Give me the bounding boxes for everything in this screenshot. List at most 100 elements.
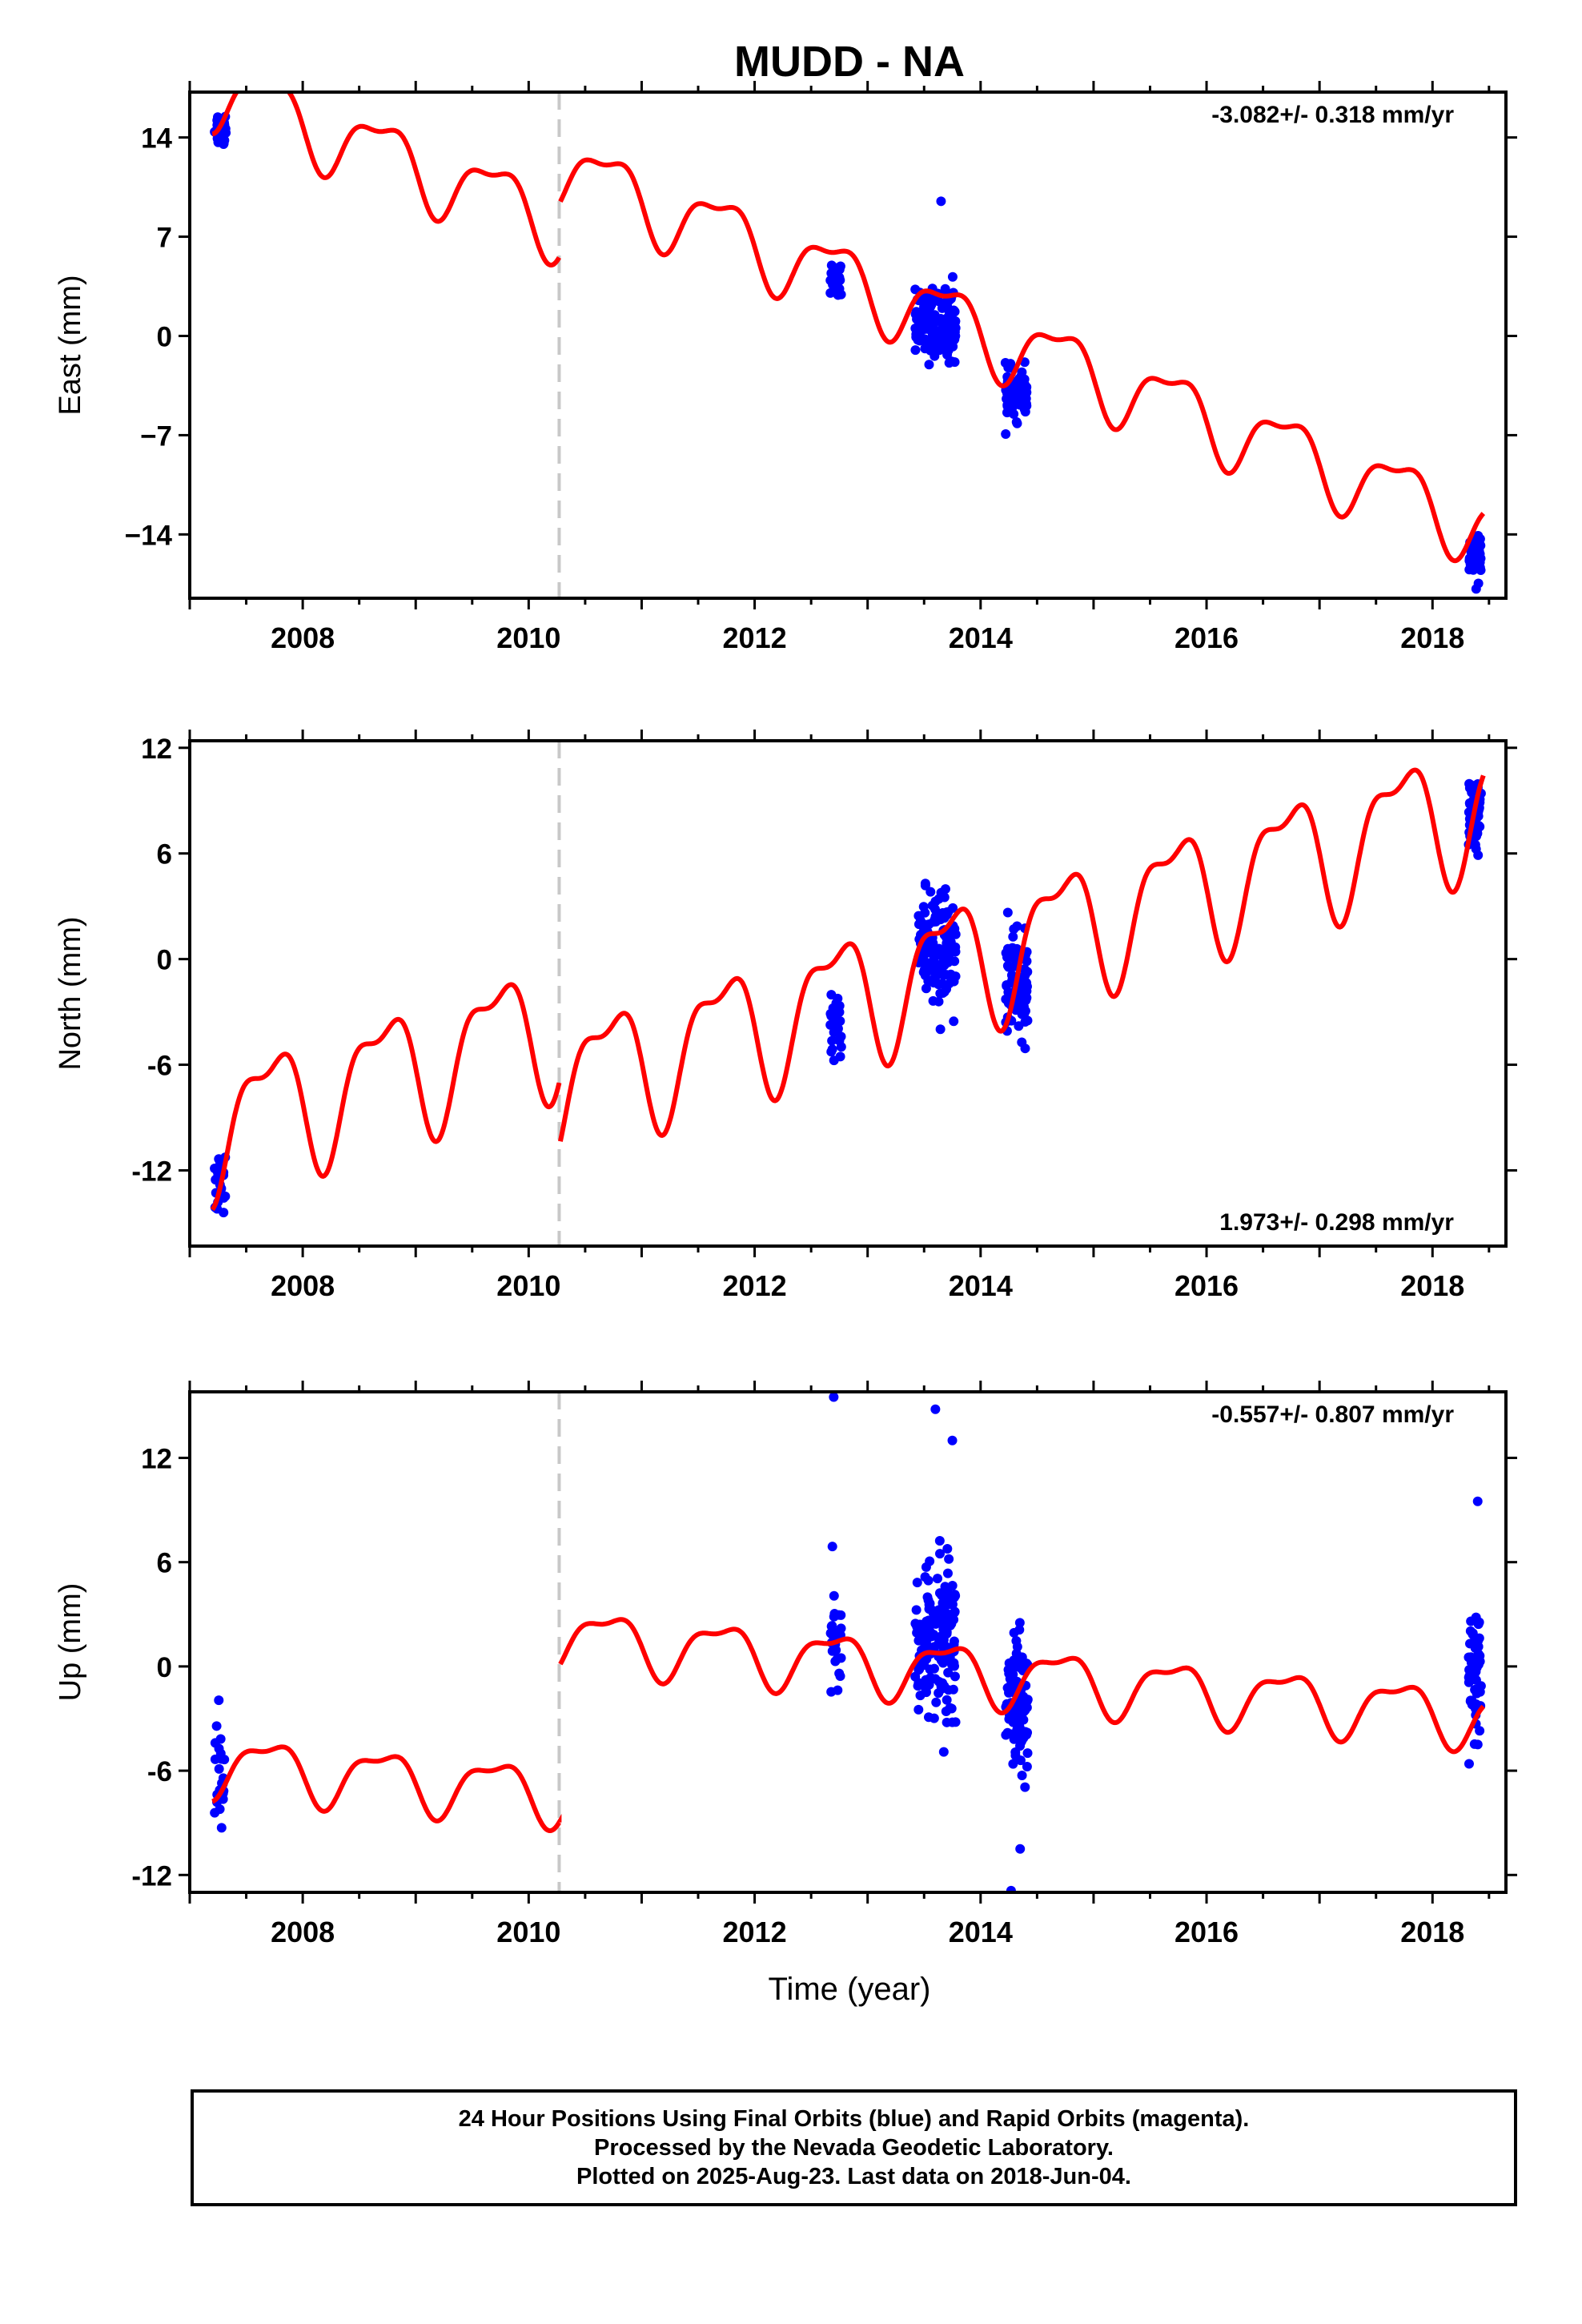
model-fit-line	[210, 767, 1486, 1212]
data-point	[826, 260, 837, 271]
data-point	[1472, 1688, 1482, 1699]
data-point	[928, 995, 938, 1006]
north-panel: -12 -6 0 6 12 2008 2010 2012 2014 2016 2018 North (…	[54, 730, 1517, 1302]
x-tick-label: 2010	[496, 1269, 560, 1302]
data-point	[942, 1608, 952, 1618]
data-point	[1021, 398, 1031, 408]
data-point	[924, 360, 934, 370]
data-point	[924, 1679, 934, 1690]
data-point	[928, 957, 938, 967]
data-point	[1015, 1844, 1026, 1854]
data-point	[913, 1681, 923, 1691]
data-point	[830, 1011, 841, 1021]
data-point	[926, 345, 936, 356]
data-point	[939, 987, 950, 997]
x-tick-label: 2012	[723, 1269, 787, 1302]
data-point	[1002, 408, 1012, 418]
data-point	[921, 1654, 932, 1664]
data-point	[1465, 1638, 1476, 1649]
data-point	[947, 314, 958, 324]
data-point	[1004, 950, 1014, 960]
data-point	[833, 1023, 843, 1034]
data-point	[1022, 1015, 1033, 1026]
data-point	[1019, 964, 1030, 975]
data-point	[948, 927, 958, 938]
y-axis-label: East (mm)	[54, 275, 87, 415]
data-point	[835, 1671, 845, 1682]
data-point	[935, 1024, 946, 1035]
x-tick-label: 2008	[271, 621, 335, 654]
y-tick-label: -12	[131, 1860, 172, 1892]
caption-box: 24 Hour Positions Using Final Orbits (bl…	[191, 2089, 1517, 2206]
plot-frame	[188, 739, 1508, 1248]
data-point	[910, 1618, 921, 1629]
east-panel: −14 −7 0 7 14 2008 2010 2012 2014 2016 2018 East (m…	[54, 81, 1517, 654]
data-point	[947, 1659, 958, 1670]
data-point	[825, 287, 836, 298]
data-point	[215, 1156, 225, 1167]
data-point	[829, 1590, 839, 1601]
y-tick-label: -6	[147, 1051, 172, 1082]
data-point	[1022, 1761, 1032, 1771]
data-point	[219, 1755, 230, 1765]
data-point	[947, 1581, 958, 1591]
y-tick-label: 6	[157, 1548, 172, 1579]
data-point	[832, 1001, 842, 1011]
data-point	[1006, 388, 1016, 399]
data-point	[215, 1734, 226, 1744]
x-tick-label: 2016	[1174, 621, 1239, 654]
caption-line-3: Plotted on 2025-Aug-23. Last data on 201…	[576, 2164, 1131, 2190]
data-point	[827, 1646, 837, 1656]
data-point	[934, 1588, 945, 1598]
y-tick-label: -12	[131, 1156, 172, 1187]
y-tick-label: −14	[125, 520, 173, 551]
x-tick-label: 2010	[496, 621, 560, 654]
data-point	[1022, 1659, 1032, 1669]
velocity-label: 1.973+/- 0.298 mm/yr	[1219, 1209, 1454, 1236]
data-point	[950, 956, 960, 967]
data-point	[1008, 1759, 1018, 1769]
y-tick-label: 7	[157, 223, 172, 254]
data-point	[833, 290, 843, 300]
observations	[210, 778, 1486, 1218]
data-point	[827, 1542, 837, 1552]
data-point	[1001, 428, 1011, 439]
y-tick-label: 6	[157, 839, 172, 870]
x-tick-label: 2010	[496, 1916, 560, 1948]
data-point	[950, 942, 961, 952]
data-point	[1012, 418, 1022, 428]
caption-line-2: Processed by the Nevada Geodetic Laborat…	[594, 2134, 1114, 2161]
data-point	[216, 1823, 227, 1833]
data-point	[942, 1544, 953, 1554]
velocity-label: -3.082+/- 0.318 mm/yr	[1211, 102, 1454, 128]
data-point	[950, 971, 961, 982]
data-point	[921, 1562, 931, 1572]
model-fit-line	[211, 1617, 1486, 1834]
y-tick-label: 12	[141, 734, 172, 765]
data-point	[1002, 980, 1012, 991]
data-point	[934, 1615, 945, 1626]
data-point	[1017, 1037, 1027, 1047]
data-point	[1013, 1717, 1023, 1727]
data-point	[934, 1688, 944, 1699]
data-point	[1472, 1634, 1483, 1645]
data-point	[835, 1051, 845, 1062]
x-tick-label: 2018	[1400, 1916, 1464, 1948]
data-point	[925, 1664, 935, 1675]
data-point	[930, 317, 940, 328]
data-point	[1467, 786, 1477, 797]
y-tick-label: −7	[140, 420, 172, 452]
data-point	[938, 316, 949, 326]
data-point	[930, 904, 940, 915]
y-axis-label: Up (mm)	[54, 1583, 87, 1702]
data-point	[941, 950, 951, 960]
data-point	[947, 1717, 958, 1727]
y-tick-label: 12	[141, 1443, 172, 1474]
data-point	[910, 1671, 921, 1682]
x-tick-label: 2008	[271, 1269, 335, 1302]
data-point	[936, 196, 946, 207]
data-point	[1464, 1759, 1474, 1769]
data-point	[929, 1713, 939, 1723]
data-point	[936, 340, 946, 351]
data-point	[1014, 1730, 1025, 1740]
